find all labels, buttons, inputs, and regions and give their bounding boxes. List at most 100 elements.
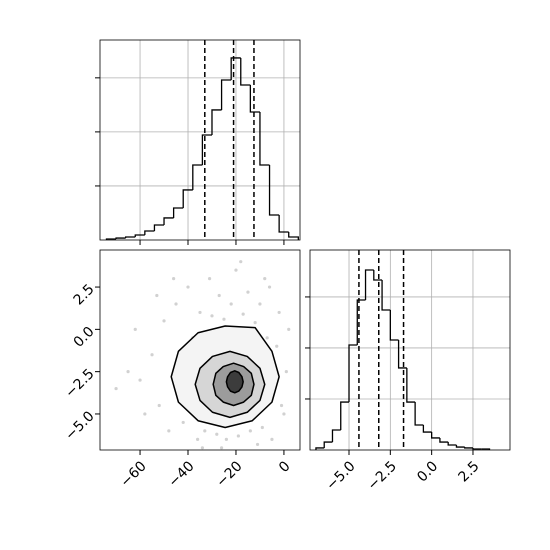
sample-point <box>270 437 274 441</box>
hist-step <box>259 112 270 166</box>
x-tick-label: 2.5 <box>456 458 483 485</box>
y-tick-label: −5.0 <box>62 408 97 443</box>
hist-step <box>348 344 358 403</box>
x-tick-label: −5.0 <box>323 458 358 493</box>
sample-point <box>114 386 118 391</box>
x-tick-label: −60 <box>117 458 149 490</box>
sample-point <box>181 420 185 425</box>
sample-point <box>282 412 286 416</box>
hist-step <box>115 237 126 240</box>
hist-step <box>464 447 473 449</box>
hist-step <box>455 445 465 448</box>
hist-step <box>323 441 333 448</box>
hist-step <box>422 425 432 433</box>
hist-step <box>278 215 289 233</box>
x-tick-label: −2.5 <box>365 458 400 493</box>
y-tick-label: 0.0 <box>71 324 98 351</box>
sample-point <box>263 276 267 281</box>
sample-point <box>157 403 161 408</box>
sample-point <box>258 302 262 306</box>
hist-step <box>182 189 193 208</box>
axes-frame <box>309 249 511 451</box>
hist-step <box>439 437 449 443</box>
contour <box>225 370 244 394</box>
sample-point <box>267 285 272 289</box>
sample-point <box>236 434 240 438</box>
sample-point <box>167 429 171 433</box>
hist-step <box>472 447 482 450</box>
sample-point <box>200 446 204 450</box>
sample-point <box>138 378 142 382</box>
hist-step <box>364 269 374 300</box>
sample-point <box>172 276 176 281</box>
sample-point <box>215 432 219 436</box>
hist-step <box>447 442 457 446</box>
x-tick-label: −40 <box>165 458 197 490</box>
sample-point <box>162 319 166 323</box>
sample-point <box>229 302 233 306</box>
sample-point <box>155 293 159 298</box>
hist-step <box>331 429 341 443</box>
sample-point <box>207 276 212 281</box>
sample-point <box>241 312 245 316</box>
sample-point <box>174 302 178 306</box>
y-tick-label: 2.5 <box>71 281 98 308</box>
y-tick-label: −2.5 <box>62 366 97 401</box>
hist-step <box>406 367 416 403</box>
hist-step <box>134 234 145 237</box>
sample-point <box>277 310 281 315</box>
hist-step <box>397 340 407 369</box>
sample-point <box>260 425 264 430</box>
sample-point <box>287 327 291 331</box>
sample-point <box>253 320 257 325</box>
hist-step <box>288 232 299 240</box>
hist-step <box>144 230 155 236</box>
hist-step <box>240 57 251 86</box>
hist-step <box>172 207 184 218</box>
hist-step <box>125 236 136 239</box>
sample-point <box>196 437 200 441</box>
sample-point <box>150 353 154 357</box>
sample-point <box>275 344 279 348</box>
sample-point <box>234 268 238 272</box>
hist-step <box>220 79 232 110</box>
hist-step <box>356 299 366 345</box>
hist-step <box>230 57 241 80</box>
axes-frame <box>99 249 301 451</box>
hist-step <box>201 134 212 165</box>
sample-point <box>222 317 226 321</box>
sample-point <box>279 403 284 408</box>
sample-point <box>203 429 207 433</box>
sample-point <box>143 412 147 416</box>
hist-step <box>163 217 174 225</box>
sample-point <box>219 446 224 450</box>
sample-point <box>239 260 243 264</box>
hist-step <box>431 432 440 439</box>
sample-point <box>198 310 202 315</box>
sample-point <box>246 290 250 294</box>
hist-step <box>268 164 280 216</box>
x-tick-label: −20 <box>213 458 245 490</box>
sample-point <box>133 327 137 331</box>
hist-step <box>315 447 325 450</box>
hist-step <box>153 224 165 232</box>
sample-point <box>210 314 214 318</box>
sample-point <box>217 293 221 298</box>
sample-point <box>265 336 269 340</box>
hist-step <box>340 401 350 430</box>
hist-step <box>211 109 222 136</box>
axes-frame <box>99 39 301 241</box>
hist-step <box>381 280 391 311</box>
x-tick-label: 0 <box>276 458 294 476</box>
sample-point <box>255 442 260 447</box>
hist-step <box>373 270 383 281</box>
hist-step <box>414 402 424 426</box>
sample-point <box>284 370 288 374</box>
hist-step <box>192 164 203 190</box>
sample-point <box>186 285 190 289</box>
sample-point <box>248 429 252 433</box>
hist-step <box>389 310 399 341</box>
sample-point <box>126 370 130 374</box>
sample-point <box>224 437 228 441</box>
